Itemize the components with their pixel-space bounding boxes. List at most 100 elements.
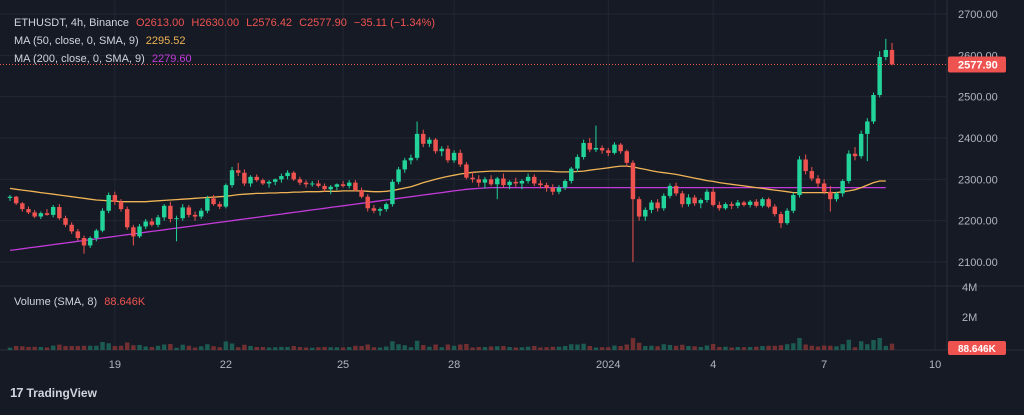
volume-bar <box>63 346 68 350</box>
volume-bar <box>606 347 611 350</box>
volume-bar <box>858 341 864 350</box>
candle-body <box>390 181 395 205</box>
tradingview-icon: 17 <box>10 385 24 400</box>
volume-bar <box>766 345 771 350</box>
candle-body <box>242 172 247 184</box>
volume-bar <box>198 346 204 350</box>
ma200-line-layer <box>9 186 886 252</box>
volume-bar <box>168 344 173 350</box>
candle-body <box>371 208 377 211</box>
volume-value: 88.646K <box>104 296 146 308</box>
volume-bar <box>291 346 296 350</box>
volume-bar <box>871 340 876 350</box>
volume-bar <box>865 344 870 350</box>
volume-bar <box>661 344 667 350</box>
candle-body <box>562 180 568 188</box>
candle-body <box>408 157 414 161</box>
candle-body <box>137 226 142 237</box>
volume-bar <box>402 345 407 350</box>
volume-bar <box>889 343 895 350</box>
candle-body <box>297 179 303 183</box>
volume-bar <box>643 346 648 350</box>
volume-bar <box>118 345 124 350</box>
candle-body <box>538 183 543 186</box>
time-tick-label: 2024 <box>596 359 620 371</box>
volume-bar <box>772 345 778 350</box>
volume-bar <box>852 347 858 350</box>
volume-bar <box>593 347 599 350</box>
candle-body <box>852 153 858 157</box>
volume-badge <box>948 341 1006 355</box>
time-tick-label: 22 <box>220 359 232 371</box>
volume-bar <box>488 346 494 350</box>
candle-body <box>316 183 321 186</box>
close-value: C2577.90 <box>299 17 347 29</box>
volume-bar <box>797 338 802 350</box>
candle-body <box>26 209 31 213</box>
candle-body <box>630 162 636 200</box>
candle-body <box>754 201 759 206</box>
candle-body <box>272 179 278 182</box>
volume-bar <box>667 345 673 350</box>
candle-body <box>359 190 364 197</box>
volume-bar <box>390 341 395 350</box>
ma200-legend[interactable]: MA (200, close, 0, SMA, 9) 2279.60 <box>14 53 196 66</box>
volume-bar <box>254 347 259 350</box>
volume-bar <box>340 347 346 350</box>
volume-bar <box>347 347 352 350</box>
volume-bar <box>451 345 457 350</box>
candle-body <box>248 176 253 184</box>
volume-bar <box>710 344 716 350</box>
last-price-label: 2577.90 <box>958 59 998 71</box>
candle-body <box>334 184 340 187</box>
volume-bar <box>149 347 155 350</box>
volume-bar <box>180 344 185 350</box>
volume-bar <box>137 345 142 350</box>
candle-body <box>124 209 130 228</box>
tradingview-logo[interactable]: 17 TradingView <box>10 385 97 400</box>
volume-tick-label: 4M <box>962 282 977 294</box>
ma200-value: 2279.60 <box>151 53 192 65</box>
volume-bar <box>784 344 790 350</box>
candle-body <box>291 172 296 180</box>
candle-body <box>828 191 833 200</box>
candle-body <box>581 142 586 158</box>
volume-bar <box>735 347 741 350</box>
volume-bar <box>408 347 414 350</box>
volume-bar <box>704 345 710 350</box>
volume-legend[interactable]: Volume (SMA, 8) 88.646K <box>14 296 149 309</box>
price-tick-label: 2300.00 <box>958 174 998 186</box>
volume-bar <box>581 343 586 350</box>
volume-bar <box>624 344 630 350</box>
time-tick-label: 7 <box>821 359 827 371</box>
candle-body <box>279 176 284 180</box>
volume-bar <box>248 346 253 350</box>
volume-bar <box>550 346 555 350</box>
symbol-label[interactable]: ETHUSDT, 4h, Binance <box>14 17 129 29</box>
candle-body <box>106 195 111 211</box>
price-tick-label: 2100.00 <box>958 257 998 269</box>
volume-bar <box>618 346 623 350</box>
candle-body <box>50 207 56 215</box>
candle-body <box>118 201 124 210</box>
candle-body <box>513 181 518 184</box>
candle-body <box>235 170 241 173</box>
candle-body <box>44 213 50 215</box>
volume-bar <box>81 345 87 350</box>
candle-body <box>285 172 290 177</box>
volume-bar <box>649 345 654 350</box>
volume-bar <box>50 345 56 350</box>
candle-body <box>198 210 204 217</box>
volume-label: Volume (SMA, 8) <box>14 296 98 308</box>
candle-body <box>433 139 438 152</box>
candle-body <box>636 199 642 217</box>
ma50-legend[interactable]: MA (50, close, 0, SMA, 9) 2295.52 <box>14 35 190 48</box>
volume-bar <box>525 346 531 350</box>
volume-bar <box>519 347 525 350</box>
volume-tick-label: 2M <box>962 312 977 324</box>
volume-bar <box>353 345 358 350</box>
candle-body <box>81 238 87 246</box>
candle-body <box>396 169 401 182</box>
candle-body <box>266 181 272 184</box>
